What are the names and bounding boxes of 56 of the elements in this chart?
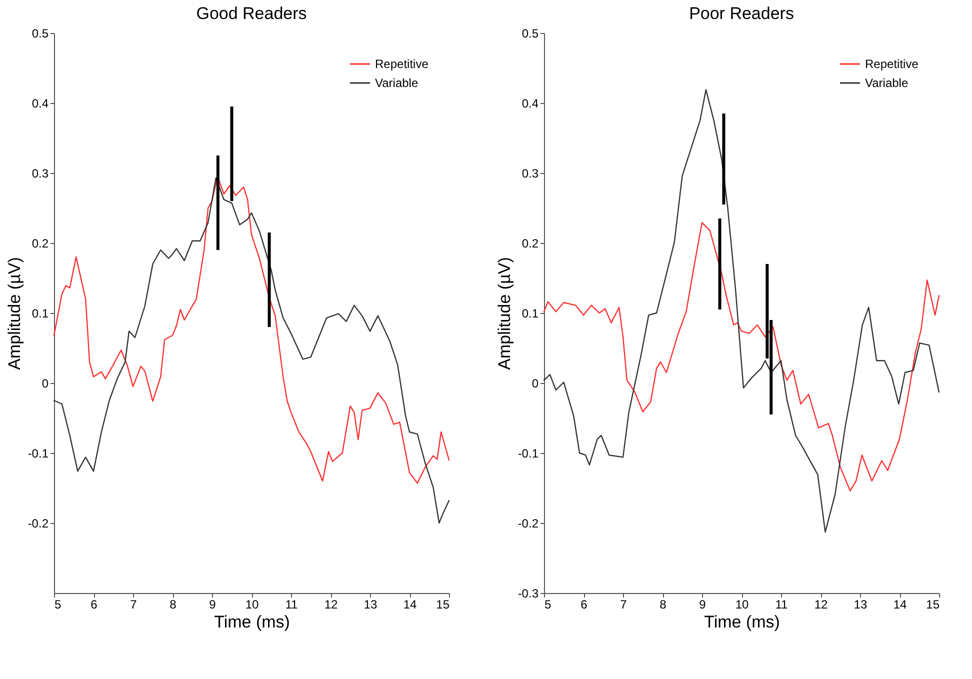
y-tick-label: -0.2 <box>28 516 49 530</box>
y-tick-label: 0.2 <box>522 236 539 250</box>
x-tick-label: 6 <box>90 598 98 612</box>
y-tick-label: -0.1 <box>28 446 49 460</box>
legend-label: Repetitive <box>375 57 429 71</box>
legend-label: Variable <box>865 76 908 90</box>
y-tick-label: -0.3 <box>518 586 539 600</box>
x-tick-label: 7 <box>130 598 138 612</box>
y-axis-title: Amplitude (µV) <box>4 257 24 370</box>
y-tick-label: 0.1 <box>32 306 49 320</box>
chart-title: Poor Readers <box>689 4 794 23</box>
legend-label: Repetitive <box>865 57 919 71</box>
y-tick-label: 0.3 <box>522 166 539 180</box>
x-tick-label: 13 <box>854 598 868 612</box>
x-tick-label: 8 <box>660 598 667 612</box>
line-series <box>543 222 940 492</box>
x-tick-label: 6 <box>580 598 588 612</box>
x-tick-label: 15 <box>436 598 450 612</box>
y-axis-title: Amplitude (µV) <box>494 257 514 370</box>
y-tick-label: 0.4 <box>522 96 539 110</box>
y-tick-label: 0.5 <box>32 26 49 40</box>
x-tick-label: 11 <box>775 598 788 612</box>
y-tick-label: 0.1 <box>522 306 539 320</box>
x-axis-title: Time (ms) <box>214 612 290 632</box>
x-tick-label: 14 <box>403 598 417 612</box>
x-tick-label: 10 <box>735 598 749 612</box>
y-tick-label: 0 <box>532 376 539 390</box>
y-tick-label: 0.3 <box>32 166 49 180</box>
bar <box>268 232 271 327</box>
x-tick-label: 10 <box>245 598 259 612</box>
bar <box>722 114 726 204</box>
x-tick-label: 15 <box>926 598 940 612</box>
line-series <box>543 89 940 533</box>
x-tick-label: 13 <box>364 598 378 612</box>
bar <box>216 156 220 250</box>
bar <box>718 218 722 310</box>
y-tick-label: 0 <box>42 376 49 390</box>
legend-label: Variable <box>375 76 418 90</box>
x-tick-label: 9 <box>699 598 706 612</box>
x-tick-label: 5 <box>54 598 62 612</box>
y-tick-label: -0.2 <box>518 516 539 530</box>
x-tick-label: 5 <box>544 598 552 612</box>
y-tick-label: 0.4 <box>32 96 49 110</box>
x-tick-label: 11 <box>285 598 298 612</box>
y-tick-label: 0.2 <box>32 236 49 250</box>
x-tick-label: 7 <box>620 598 628 612</box>
bar <box>230 106 234 201</box>
y-tick-label: -0.1 <box>518 446 539 460</box>
x-tick-label: 12 <box>814 598 828 612</box>
y-tick-label: 0.5 <box>522 26 539 40</box>
x-tick-label: 8 <box>170 598 177 612</box>
x-axis-title: Time (ms) <box>704 612 780 632</box>
chart-title: Good Readers <box>196 4 307 23</box>
x-tick-label: 9 <box>209 598 216 612</box>
x-tick-label: 14 <box>893 598 907 612</box>
x-tick-label: 12 <box>324 598 338 612</box>
